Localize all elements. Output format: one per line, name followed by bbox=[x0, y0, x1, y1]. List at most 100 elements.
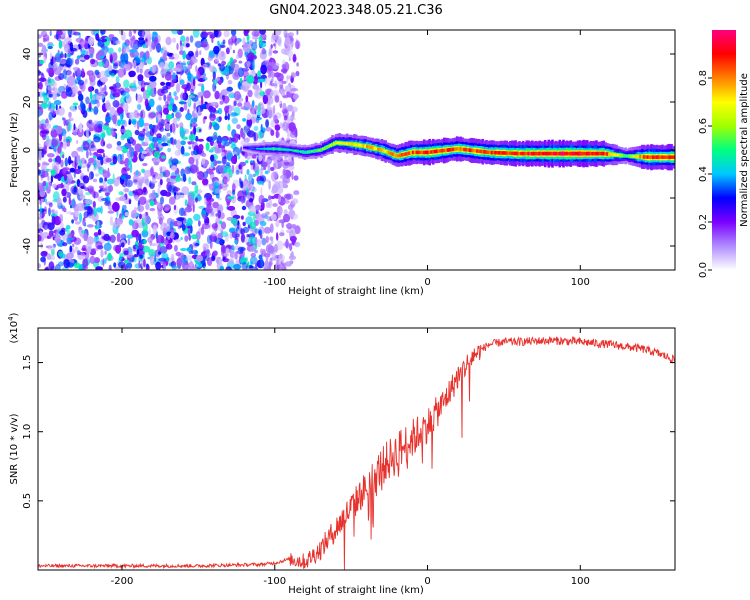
noise-blob bbox=[241, 132, 246, 140]
noise-blob bbox=[215, 160, 222, 164]
y-tick-label: 0.5 bbox=[22, 493, 33, 509]
signal-cell bbox=[575, 151, 578, 156]
signal-cell bbox=[564, 151, 567, 156]
signal-cell bbox=[591, 151, 595, 156]
signal-cell bbox=[613, 153, 617, 157]
signal-cell bbox=[274, 147, 277, 150]
noise-blob bbox=[260, 248, 263, 254]
noise-blob bbox=[163, 107, 169, 115]
signal-cell bbox=[598, 151, 602, 156]
noise-blob bbox=[59, 213, 64, 223]
noise-blob bbox=[39, 204, 42, 214]
noise-blob bbox=[78, 182, 86, 187]
signal-cell bbox=[303, 151, 307, 154]
noise-blob bbox=[154, 173, 163, 180]
noise-blob bbox=[134, 129, 140, 136]
noise-blob bbox=[184, 87, 187, 94]
noise-blob bbox=[118, 191, 124, 196]
noise-blob bbox=[69, 167, 76, 173]
noise-blob bbox=[190, 118, 198, 124]
noise-blob bbox=[280, 90, 286, 96]
noise-blob bbox=[219, 220, 223, 225]
noise-blob bbox=[176, 43, 179, 51]
signal-cell bbox=[569, 151, 573, 156]
noise-blob bbox=[97, 229, 102, 236]
signal-cell bbox=[595, 151, 598, 156]
noise-blob bbox=[66, 53, 72, 58]
noise-blob bbox=[171, 30, 179, 35]
signal-cell bbox=[509, 151, 512, 155]
noise-blob bbox=[165, 100, 169, 107]
noise-blob bbox=[73, 168, 82, 175]
noise-blob bbox=[168, 95, 172, 100]
signal-cell bbox=[626, 155, 629, 158]
signal-cell bbox=[459, 147, 463, 151]
noise-blob bbox=[229, 112, 238, 117]
noise-blob bbox=[144, 98, 149, 108]
colorbar-tick-label: 0.2 bbox=[698, 214, 709, 230]
noise-blob bbox=[115, 244, 122, 254]
noise-blob bbox=[55, 125, 63, 135]
noise-blob bbox=[62, 117, 65, 121]
noise-blob bbox=[38, 34, 42, 39]
noise-blob bbox=[165, 36, 172, 46]
noise-blob bbox=[245, 257, 248, 262]
noise-blob bbox=[94, 109, 99, 114]
noise-blob bbox=[255, 116, 262, 121]
noise-blob bbox=[169, 97, 175, 107]
colorbar-tick-label: 0.8 bbox=[698, 70, 709, 86]
signal-cell bbox=[268, 147, 272, 150]
noise-blob bbox=[107, 210, 115, 214]
noise-blob bbox=[248, 205, 257, 213]
noise-blob bbox=[138, 233, 142, 243]
noise-blob bbox=[253, 126, 259, 131]
noise-blob bbox=[87, 185, 95, 192]
noise-blob bbox=[127, 238, 131, 246]
noise-blob bbox=[194, 40, 203, 48]
noise-blob bbox=[198, 220, 201, 227]
noise-blob bbox=[274, 124, 281, 131]
noise-blob bbox=[230, 30, 237, 36]
noise-blob bbox=[63, 207, 67, 213]
noise-blob bbox=[82, 175, 90, 184]
noise-blob bbox=[236, 233, 240, 238]
noise-blob bbox=[160, 222, 168, 232]
noise-blob bbox=[52, 91, 57, 101]
noise-blob bbox=[148, 98, 155, 108]
noise-blob bbox=[46, 43, 55, 47]
noise-blob bbox=[133, 59, 137, 69]
signal-cell bbox=[441, 148, 444, 153]
noise-blob bbox=[42, 251, 48, 256]
noise-blob bbox=[206, 31, 214, 36]
noise-blob bbox=[48, 207, 51, 217]
signal-cell bbox=[340, 141, 343, 145]
noise-blob bbox=[167, 104, 173, 111]
noise-blob bbox=[118, 30, 122, 35]
noise-blob bbox=[269, 57, 273, 63]
noise-blob bbox=[179, 127, 187, 136]
noise-blob bbox=[190, 225, 193, 234]
noise-blob bbox=[243, 75, 247, 82]
noise-blob bbox=[135, 56, 142, 64]
signal-cell bbox=[556, 151, 560, 156]
signal-cell bbox=[573, 151, 576, 156]
noise-blob bbox=[230, 61, 236, 69]
noise-blob bbox=[169, 232, 175, 239]
noise-blob bbox=[288, 122, 296, 132]
noise-blob bbox=[51, 209, 55, 214]
noise-blob bbox=[76, 67, 81, 78]
noise-blob bbox=[76, 140, 79, 144]
signal-cell bbox=[248, 147, 252, 149]
noise-blob bbox=[74, 221, 81, 225]
noise-blob bbox=[161, 252, 169, 260]
noise-blob bbox=[91, 74, 97, 82]
noise-blob bbox=[264, 77, 272, 84]
signal-cell bbox=[393, 153, 397, 157]
noise-blob bbox=[82, 219, 86, 226]
noise-blob bbox=[280, 68, 288, 73]
noise-blob bbox=[189, 260, 194, 268]
noise-blob bbox=[269, 91, 275, 95]
noise-blob bbox=[119, 255, 123, 261]
noise-blob bbox=[241, 215, 244, 220]
noise-blob bbox=[282, 95, 289, 99]
